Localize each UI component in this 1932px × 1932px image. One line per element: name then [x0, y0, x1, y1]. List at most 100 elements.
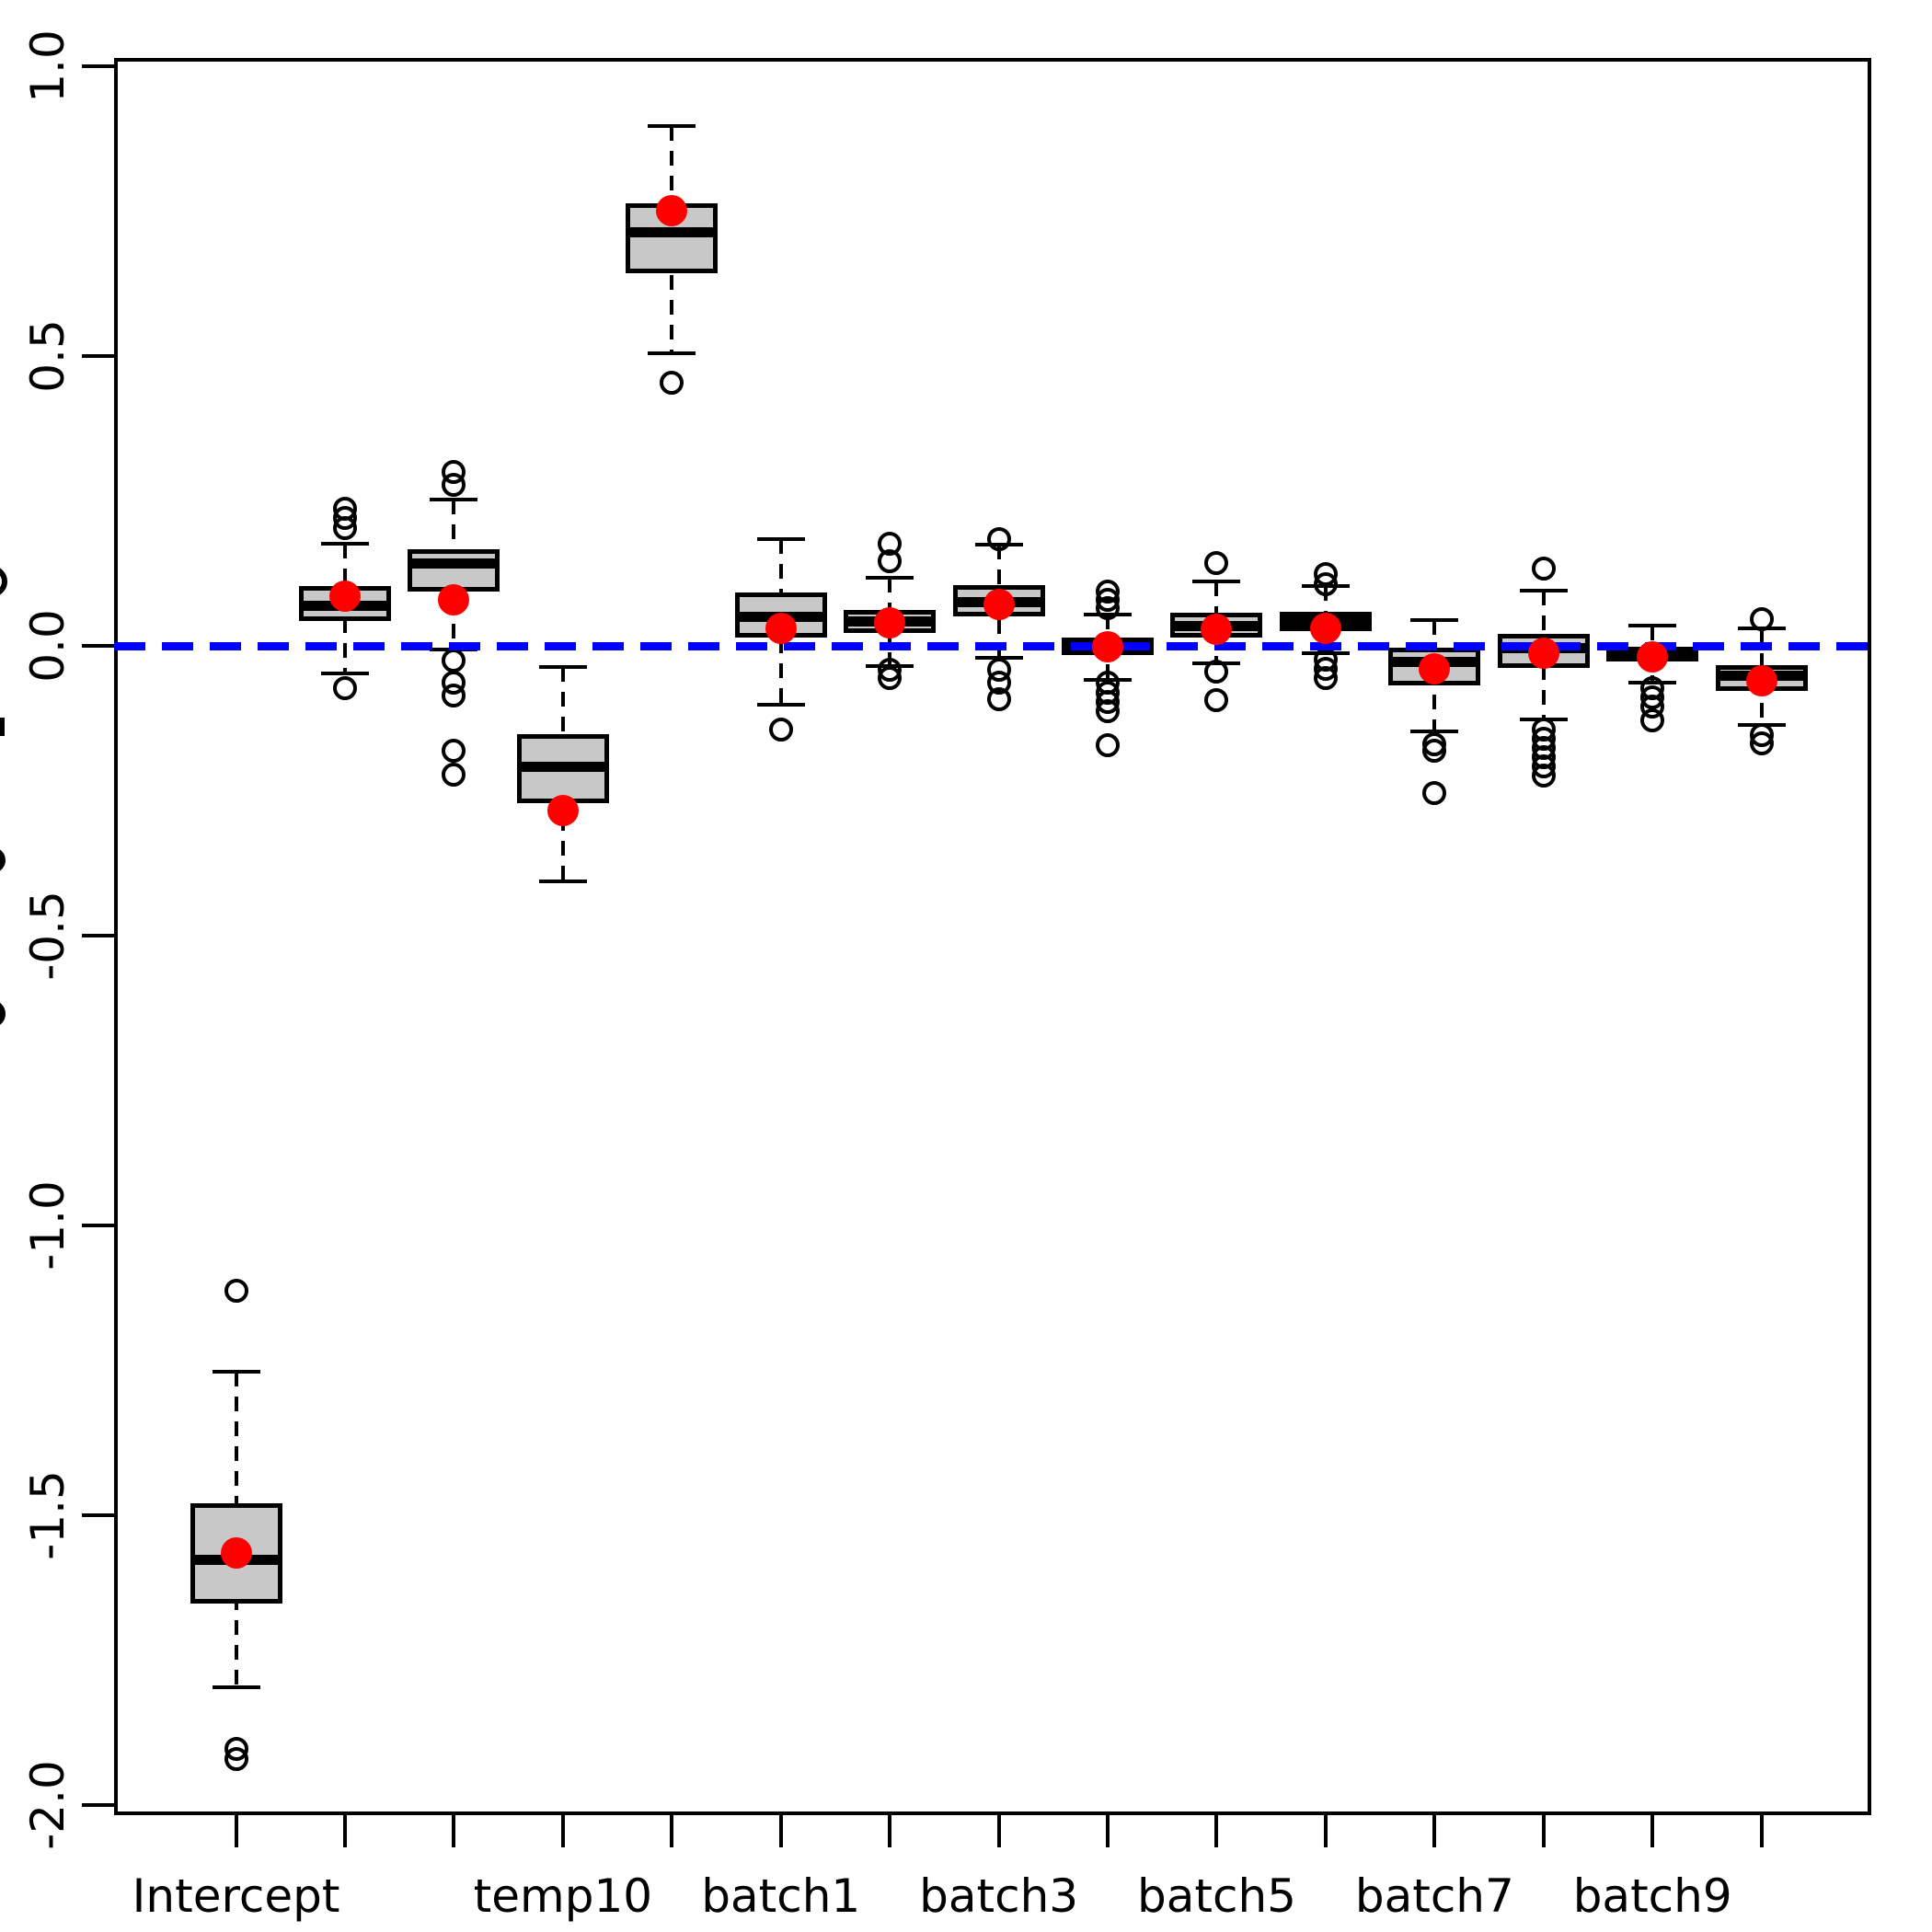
- y-tick-label: 0.0: [21, 609, 75, 683]
- mean-point: [1309, 612, 1341, 644]
- outlier-point: [986, 687, 1011, 712]
- x-tick-mark: [1214, 1815, 1219, 1847]
- y-axis-title-fragment: [0, 718, 5, 736]
- whisker-cap-upper: [538, 664, 587, 669]
- x-tick-mark: [996, 1815, 1001, 1847]
- whisker-cap-lower: [756, 702, 805, 707]
- outlier-point: [1640, 708, 1665, 733]
- y-tick-mark: [82, 934, 114, 938]
- outlier-point: [442, 762, 466, 787]
- outlier-point: [1749, 730, 1774, 755]
- whisker-cap-lower: [974, 655, 1023, 660]
- median-line: [630, 227, 714, 238]
- x-tick-mark: [1323, 1815, 1328, 1847]
- whisker-cap-upper: [756, 536, 805, 541]
- outlier-point: [1313, 665, 1338, 690]
- whisker-cap-lower: [538, 880, 587, 884]
- outlier-point: [1204, 659, 1229, 684]
- y-tick-label: -1.0: [21, 1180, 75, 1271]
- outlier-point: [1422, 780, 1447, 805]
- outlier-point: [660, 371, 684, 396]
- outlier-point: [768, 717, 793, 742]
- outlier-point: [1422, 739, 1447, 764]
- outlier-point: [1531, 764, 1556, 788]
- outlier-point: [442, 739, 466, 764]
- whisker-cap-upper: [1628, 624, 1677, 628]
- whisker-cap-upper: [866, 575, 914, 580]
- outlier-point: [1531, 557, 1556, 581]
- mean-point: [1527, 637, 1559, 669]
- x-tick-label: batch5: [1136, 1869, 1296, 1923]
- zero-reference-line: [114, 641, 1871, 650]
- y-axis-title-fragment: [0, 566, 7, 597]
- x-tick-mark: [1541, 1815, 1546, 1847]
- y-tick-mark: [82, 1223, 114, 1227]
- y-tick-label: 1.0: [21, 29, 75, 104]
- y-tick-mark: [82, 644, 114, 649]
- x-tick-mark: [1650, 1815, 1655, 1847]
- x-tick-mark: [670, 1815, 674, 1847]
- y-tick-label: -0.5: [21, 891, 75, 981]
- outlier-point: [1313, 571, 1338, 596]
- median-line: [412, 558, 496, 569]
- outlier-point: [1204, 550, 1229, 575]
- whisker-cap-upper: [321, 541, 370, 546]
- x-tick-mark: [778, 1815, 783, 1847]
- outlier-point: [442, 473, 466, 498]
- outlier-point: [333, 676, 358, 701]
- mean-point: [874, 606, 906, 638]
- median-line: [521, 762, 604, 773]
- whisker-cap-lower: [212, 1685, 260, 1689]
- y-tick-mark: [82, 354, 114, 359]
- mean-point: [438, 583, 470, 615]
- mean-point: [1092, 631, 1124, 663]
- y-axis-title-fragment: [0, 847, 6, 873]
- mean-point: [1201, 613, 1233, 645]
- x-tick-mark: [234, 1815, 238, 1847]
- outlier-point: [1096, 596, 1121, 621]
- mean-point: [220, 1536, 252, 1569]
- mean-point: [656, 195, 688, 227]
- y-tick-label: 0.5: [21, 319, 75, 394]
- outlier-point: [986, 526, 1011, 551]
- x-tick-label: batch3: [919, 1869, 1079, 1923]
- x-tick-label: batch1: [701, 1869, 861, 1923]
- outlier-point: [224, 1746, 248, 1771]
- whisker-cap-upper: [212, 1370, 260, 1374]
- whisker-cap-lower: [1410, 730, 1459, 734]
- outlier-point: [878, 665, 903, 690]
- x-tick-label: batch9: [1572, 1869, 1732, 1923]
- y-axis-title-fragment: [0, 1000, 6, 1028]
- outlier-point: [1204, 687, 1229, 712]
- whisker-cap-upper: [430, 498, 478, 502]
- whisker-cap-lower: [321, 671, 370, 675]
- whisker-cap-upper: [1410, 617, 1459, 622]
- plot-frame: [114, 58, 1871, 1815]
- y-tick-label: -2.0: [21, 1759, 75, 1850]
- mean-point: [329, 581, 362, 613]
- mean-point: [546, 795, 579, 827]
- x-tick-label: temp10: [473, 1869, 653, 1923]
- outlier-point: [333, 516, 358, 541]
- mean-point: [1637, 640, 1669, 673]
- whisker-cap-upper: [1192, 579, 1241, 583]
- mean-point: [1419, 652, 1451, 684]
- y-tick-mark: [82, 64, 114, 69]
- x-tick-mark: [1432, 1815, 1437, 1847]
- outlier-point: [442, 684, 466, 708]
- mean-point: [983, 588, 1015, 620]
- x-tick-mark: [560, 1815, 565, 1847]
- x-tick-label: Intercept: [132, 1869, 340, 1923]
- y-tick-label: -1.5: [21, 1470, 75, 1560]
- x-tick-label: batch7: [1354, 1869, 1514, 1923]
- x-tick-mark: [452, 1815, 456, 1847]
- x-tick-mark: [888, 1815, 892, 1847]
- whisker-cap-upper: [648, 123, 696, 128]
- outlier-point: [1749, 607, 1774, 632]
- x-tick-mark: [343, 1815, 348, 1847]
- y-tick-mark: [82, 1512, 114, 1517]
- outlier-point: [878, 548, 903, 573]
- x-tick-mark: [1759, 1815, 1764, 1847]
- whisker-cap-lower: [648, 351, 696, 356]
